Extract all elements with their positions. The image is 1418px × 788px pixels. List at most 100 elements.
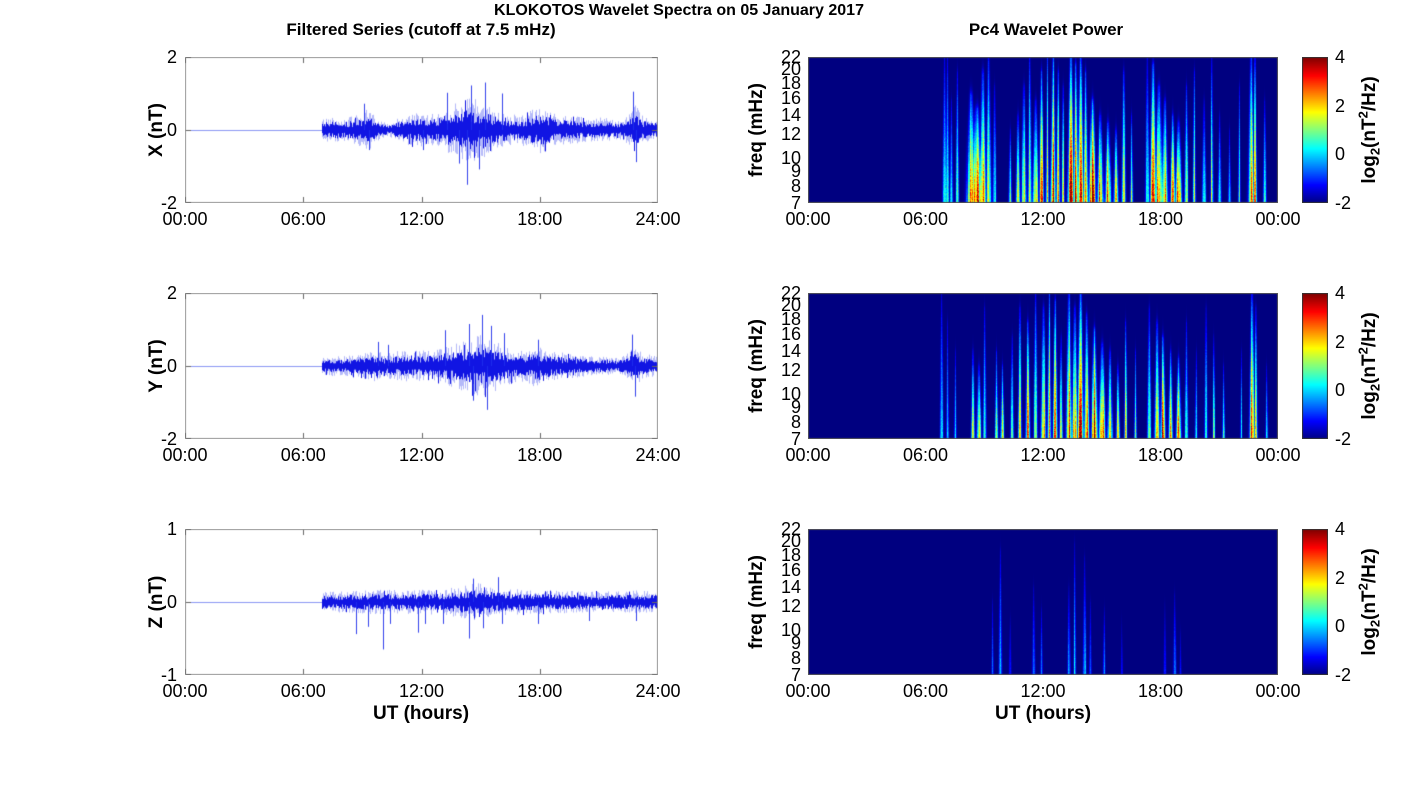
tick-label: -2: [160, 429, 177, 449]
y-series-plot-canvas: [185, 293, 658, 439]
tick-label: 16: [780, 559, 801, 580]
y-series-ylabel: Y (nT): [146, 339, 167, 393]
tick-label: 18: [780, 544, 801, 565]
x-series-plot-canvas: [185, 57, 658, 203]
tick-label: 24:00: [635, 445, 681, 465]
tick-label: 0: [1335, 616, 1346, 637]
tick-label: 06:00: [902, 681, 949, 701]
tick-label: 0: [166, 120, 177, 140]
tick-label: -2: [160, 193, 177, 213]
tick-label: 14: [780, 104, 801, 125]
tick-label: 20: [780, 59, 801, 80]
tick-label: 8: [790, 411, 801, 432]
tick-label: 4: [1335, 519, 1346, 539]
tick-label: 7: [790, 665, 801, 685]
tick-label: 16: [780, 323, 801, 344]
tick-label: 7: [790, 193, 801, 213]
tick-label: 00:00: [162, 445, 208, 465]
tick-label: 18:00: [517, 681, 563, 701]
z-series-ylabel: Z (nT): [146, 575, 167, 629]
tick-label: 06:00: [280, 445, 326, 465]
tick-label: 18: [780, 308, 801, 329]
tick-label: 9: [790, 160, 801, 181]
tick-label: 24:00: [635, 681, 681, 701]
tick-label: -2: [1335, 665, 1352, 685]
right-column-title: Pc4 Wavelet Power: [968, 20, 1124, 39]
tick-label: 00:00: [785, 209, 831, 229]
colorbar-label-y: log2(nT2/Hz): [1355, 312, 1383, 420]
z-wavelet-heatmap-canvas: [808, 529, 1278, 675]
tick-label: 2: [1335, 95, 1346, 116]
tick-label: 2: [166, 47, 177, 67]
tick-label: 20: [780, 531, 801, 552]
tick-label: 12:00: [1020, 445, 1066, 465]
tick-label: 00:00: [1255, 681, 1301, 701]
y-wavelet-heatmap-canvas: [808, 293, 1278, 439]
tick-label: 14: [780, 576, 801, 597]
tick-label: 12:00: [398, 445, 445, 465]
z-wavelet-ylabel: freq (mHz): [746, 555, 767, 649]
tick-label: 06:00: [902, 209, 949, 229]
tick-label: 18:00: [1137, 209, 1184, 229]
x-series-ylabel: X (nT): [146, 103, 167, 157]
tick-label: 00:00: [162, 209, 208, 229]
tick-label: 12:00: [398, 209, 445, 229]
tick-label: 14: [780, 340, 801, 361]
colorbar-x: [1302, 57, 1328, 203]
tick-label: 10: [780, 619, 801, 640]
tick-label: 9: [790, 632, 801, 653]
colorbar-label-x: log2(nT2/Hz): [1355, 76, 1383, 184]
tick-label: 12:00: [1020, 209, 1066, 229]
colorbar-label-z: log2(nT2/Hz): [1355, 548, 1383, 656]
tick-label: 18:00: [1137, 681, 1184, 701]
tick-label: 18:00: [517, 445, 563, 465]
tick-label: 7: [790, 429, 801, 449]
right-x-axis-label: UT (hours): [994, 703, 1092, 724]
colorbar-z: [1302, 529, 1328, 675]
tick-label: 9: [790, 396, 801, 417]
tick-label: 8: [790, 647, 801, 668]
tick-label: 0: [166, 592, 177, 612]
y-wavelet-ylabel: freq (mHz): [746, 319, 767, 413]
tick-label: 4: [1335, 283, 1346, 303]
tick-label: 4: [1335, 47, 1346, 67]
tick-label: 22: [780, 47, 801, 67]
z-series-plot-canvas: [185, 529, 658, 675]
tick-label: -1: [160, 665, 177, 685]
tick-label: 12:00: [1020, 681, 1066, 701]
left-column-title: Filtered Series (cutoff at 7.5 mHz): [286, 20, 556, 39]
tick-label: 20: [780, 295, 801, 316]
tick-label: -2: [1335, 429, 1352, 449]
tick-label: 10: [780, 147, 801, 168]
left-x-axis-label: UT (hours): [372, 703, 470, 724]
tick-label: 12:00: [398, 681, 445, 701]
tick-label: 06:00: [280, 209, 326, 229]
colorbar-y: [1302, 293, 1328, 439]
tick-label: 2: [166, 283, 177, 303]
x-wavelet-ylabel: freq (mHz): [746, 83, 767, 177]
tick-label: 8: [790, 175, 801, 196]
tick-label: 22: [780, 283, 801, 303]
tick-label: 22: [780, 519, 801, 539]
tick-label: 12: [780, 596, 801, 617]
tick-label: 00:00: [162, 681, 208, 701]
x-wavelet-heatmap-canvas: [808, 57, 1278, 203]
tick-label: 18:00: [1137, 445, 1184, 465]
tick-label: 18: [780, 72, 801, 93]
tick-label: 00:00: [785, 681, 831, 701]
tick-label: 00:00: [1255, 445, 1301, 465]
tick-label: 10: [780, 383, 801, 404]
tick-label: 24:00: [635, 209, 681, 229]
tick-label: 12: [780, 124, 801, 145]
tick-label: 16: [780, 87, 801, 108]
tick-label: 0: [1335, 380, 1346, 401]
tick-label: 2: [1335, 567, 1346, 588]
tick-label: 2: [1335, 331, 1346, 352]
tick-label: 12: [780, 360, 801, 381]
tick-label: 1: [166, 519, 177, 539]
tick-label: 18:00: [517, 209, 563, 229]
tick-label: 00:00: [1255, 209, 1301, 229]
figure-title: KLOKOTOS Wavelet Spectra on 05 January 2…: [494, 2, 864, 19]
tick-label: 06:00: [280, 681, 326, 701]
